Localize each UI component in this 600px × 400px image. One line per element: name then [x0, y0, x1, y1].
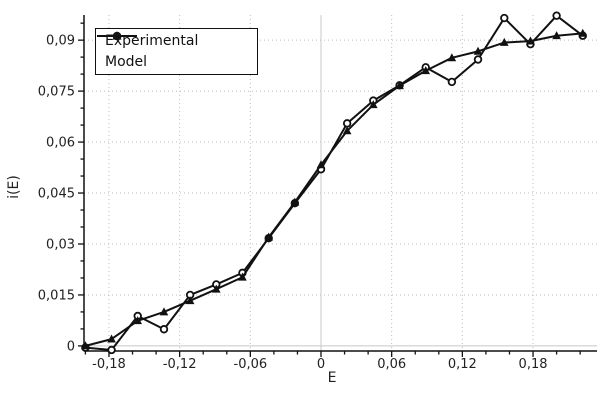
- x-tick-label: 0: [317, 357, 325, 372]
- model-line-triangle-icon: [97, 31, 137, 40]
- model-point-marker: [369, 100, 378, 109]
- model-point-marker: [421, 66, 431, 75]
- model-point-marker: [316, 160, 326, 169]
- model-point-marker: [499, 37, 509, 46]
- x-tick-label: 0,06: [377, 357, 406, 372]
- x-tick-label: -0,12: [163, 357, 197, 372]
- y-axis-title: i(E): [6, 175, 22, 199]
- model-point-marker: [290, 197, 300, 206]
- legend-label-model: Model: [105, 54, 148, 70]
- legend-label-experimental: Experimental: [105, 33, 199, 49]
- experimental-point-marker: [342, 119, 352, 128]
- x-tick-label: 0,12: [448, 357, 477, 372]
- model-point-marker: [185, 296, 195, 305]
- y-tick-label: 0: [67, 339, 75, 354]
- model-point-marker: [473, 46, 483, 55]
- model-point-marker: [552, 31, 561, 40]
- experimental-point-marker: [107, 345, 116, 355]
- model-point-marker: [238, 272, 247, 281]
- model-point-marker: [211, 284, 221, 293]
- model-point-marker: [107, 334, 116, 343]
- model-point-marker: [395, 81, 404, 90]
- experimental-point-marker: [552, 11, 561, 20]
- x-axis-title: E: [327, 370, 337, 386]
- y-tick-label: 0,045: [38, 187, 75, 202]
- experimental-point-marker: [447, 77, 457, 87]
- model-point-marker: [159, 307, 169, 316]
- model-point-marker: [526, 36, 535, 45]
- model-point-marker: [578, 28, 588, 37]
- y-tick-label: 0,075: [38, 85, 75, 100]
- x-tick-label: -0,18: [92, 357, 126, 372]
- model-point-marker: [81, 341, 90, 350]
- x-tick-label: 0,18: [519, 357, 548, 372]
- legend: Experimental Model: [95, 28, 258, 75]
- model-line: [85, 32, 583, 347]
- y-tick-label: 0,03: [46, 237, 75, 252]
- experimental-point-marker: [500, 13, 509, 23]
- y-tick-label: 0,09: [46, 34, 75, 49]
- model-point-marker: [447, 53, 457, 62]
- model-point-marker: [264, 232, 274, 241]
- x-tick-label: -0,06: [234, 357, 268, 372]
- experimental-point-marker: [473, 55, 483, 64]
- model-point-marker: [133, 316, 143, 325]
- y-tick-label: 0,06: [46, 136, 75, 151]
- y-tick-label: 0,015: [38, 288, 75, 303]
- model-point-marker: [342, 126, 352, 135]
- experimental-point-marker: [159, 325, 169, 334]
- legend-row-model: Model: [97, 31, 257, 71]
